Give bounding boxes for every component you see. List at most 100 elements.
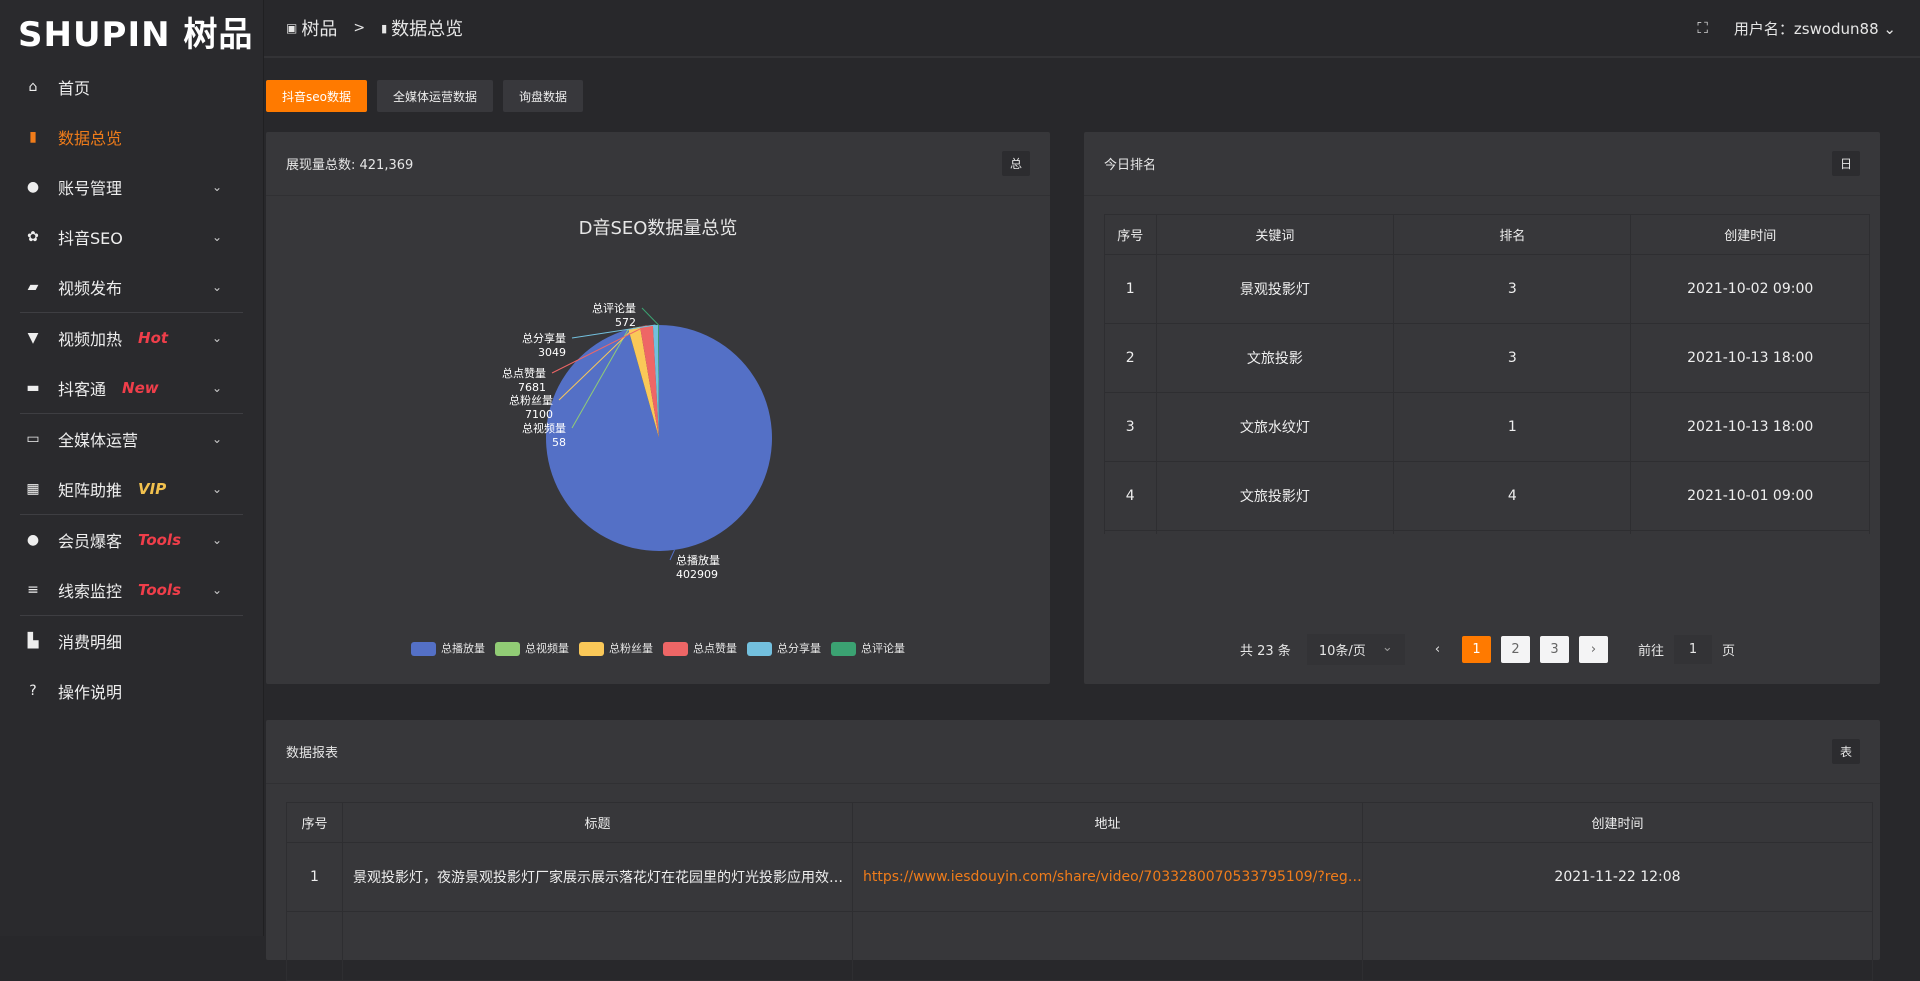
legend-item[interactable]: 总视频量 (495, 640, 569, 656)
sidebar-item-label: 数据总览 (58, 129, 123, 148)
column-header[interactable]: 序号 (1104, 214, 1157, 255)
divider (20, 413, 243, 414)
pie-slice-2[interactable] (628, 326, 659, 438)
slice-label: 总粉丝量 (509, 393, 553, 407)
column-header[interactable]: 序号 (286, 802, 343, 843)
breadcrumb-home[interactable]: 树品 (301, 19, 338, 40)
total-tag[interactable]: 总 (1001, 151, 1030, 176)
table-cell: 文旅投影 (1155, 323, 1395, 393)
sidebar-item-label: 账号管理 (58, 179, 123, 198)
table-header: 序号 关键词 排名 创建时间 (1104, 214, 1870, 255)
legend-item[interactable]: 总点赞量 (663, 640, 737, 656)
help-icon: ? (29, 683, 37, 699)
sliders-icon: ≡ (27, 582, 39, 598)
table-row: 1 景观投影灯，夜游景观投影灯厂家展示展示落花灯在花园里的灯光投影应用效果 # ht… (286, 842, 1873, 912)
tab-2[interactable]: 询盘数据 (503, 80, 584, 112)
chevron-down-icon: ⌄ (1878, 19, 1896, 38)
home-icon: ⌂ (28, 79, 38, 95)
page-size-select[interactable]: 10条/页 ⌄ (1306, 634, 1405, 665)
table-cell: 2 (1104, 323, 1157, 393)
page-button[interactable]: 1 (1462, 636, 1492, 663)
gear-icon: ✿ (27, 229, 39, 245)
sidebar-badge: Tools (138, 531, 181, 549)
sidebar-item-12[interactable]: ? 操作说明 (0, 666, 263, 716)
sidebar-item-5[interactable]: ▼ 视频加热 Hot ⌄ (0, 313, 263, 363)
legend-item[interactable]: 总播放量 (411, 640, 485, 656)
pie-slice-3[interactable] (640, 325, 659, 438)
sidebar-item-4[interactable]: ▰ 视频发布 ⌄ (0, 262, 263, 312)
column-header[interactable]: 创建时间 (1630, 214, 1870, 255)
fullscreen-icon[interactable]: ⛶ (1697, 19, 1708, 37)
sidebar-item-label: 抖音SEO (58, 229, 123, 248)
sidebar-item-label: 视频发布 (58, 279, 123, 298)
chevron-down-icon: ⌄ (1381, 640, 1393, 655)
sidebar-item-10[interactable]: ≡ 线索监控 Tools ⌄ (0, 565, 263, 615)
table-cell: 3 (1393, 254, 1632, 324)
table-cell: 1 (286, 842, 343, 912)
column-header[interactable]: 关键词 (1155, 214, 1395, 255)
slice-label: 总播放量 (676, 553, 720, 567)
page-button[interactable]: 3 (1540, 636, 1570, 663)
sidebar-badge: Tools (138, 581, 181, 599)
card-title: 数据报表 (286, 746, 339, 761)
pie-card: 展现量总数: 421,369 总 D音SEO数据量总览 总播放量 402909 总视频… (266, 132, 1050, 684)
sidebar-item-6[interactable]: ▬ 抖客通 New ⌄ (0, 363, 263, 413)
table-row: 1 景观投影灯 3 2021-10-02 09:00 (1104, 254, 1870, 324)
table-tag[interactable]: 表 (1831, 739, 1860, 764)
logo[interactable]: SHUPIN 树品 (18, 14, 254, 55)
sidebar-item-1[interactable]: ▮ 数据总览 (0, 112, 263, 162)
rank-table-wrap: 序号 关键词 排名 创建时间 1 景观投影灯 3 2021-10-02 09:00 2 文旅投影 3… (1104, 214, 1870, 534)
sidebar-item-11[interactable]: ▙ 消费明细 (0, 616, 263, 666)
slice-label: 3049 (538, 346, 566, 359)
page-button[interactable]: 2 (1501, 636, 1531, 663)
legend-item[interactable]: 总粉丝量 (579, 640, 653, 656)
slice-label: 总点赞量 (502, 366, 546, 380)
sidebar-item-2[interactable]: ● 账号管理 ⌄ (0, 162, 263, 212)
label-line (571, 324, 656, 339)
divider (20, 312, 243, 313)
report-table-wrap: 序号 标题 地址 创建时间 1 景观投影灯，夜游景观投影灯厂家展示展示落花灯在花园里的灯光… (286, 802, 1873, 981)
legend-swatch (495, 642, 520, 656)
column-header[interactable]: 排名 (1393, 214, 1632, 255)
label-line (558, 327, 635, 401)
tab-0[interactable]: 抖音seo数据 (266, 80, 367, 112)
legend-item[interactable]: 总评论量 (831, 640, 905, 656)
pie-slice-1[interactable] (628, 329, 659, 438)
table-cell: 2021-11-22 12:08 (1362, 842, 1873, 912)
slice-label: 总评论量 (592, 301, 636, 315)
video-link[interactable]: https://www.iesdouyin.com/share/video/70… (852, 842, 1363, 912)
legend-item[interactable]: 总分享量 (747, 640, 821, 656)
column-header[interactable]: 创建时间 (1362, 802, 1873, 843)
slice-label: 7681 (518, 381, 546, 394)
user-menu[interactable]: 用户名：zswodun88 ⌄ (1733, 19, 1896, 38)
sidebar-item-3[interactable]: ✿ 抖音SEO ⌄ (0, 212, 263, 262)
flag-icon: ▼ (27, 330, 39, 346)
sidebar-item-7[interactable]: ▭ 全媒体运营 ⌄ (0, 414, 263, 464)
header: ▣ 树品 > ▮ 数据总览 ⛶ 用户名：zswodun88 ⌄ (264, 0, 1920, 58)
sidebar-item-8[interactable]: ▦ 矩阵助推 VIP ⌄ (0, 464, 263, 514)
table-cell: 景观投影灯 (1155, 254, 1395, 324)
sidebar-item-9[interactable]: ● 会员爆客 Tools ⌄ (0, 515, 263, 565)
sidebar-item-label: 消费明细 (58, 633, 123, 652)
goto-suffix: 页 (1722, 644, 1736, 659)
label-line (571, 328, 629, 429)
pie-slice-4[interactable] (652, 325, 659, 438)
sidebar-item-label: 视频加热 (58, 330, 123, 349)
table-cell: 文旅投影灯 (1155, 461, 1395, 531)
prev-page-button[interactable]: ‹ (1434, 642, 1441, 657)
table-cell: 4 (1104, 461, 1157, 531)
goto-input[interactable]: 1 (1674, 635, 1713, 664)
sidebar-item-0[interactable]: ⌂ 首页 (0, 62, 263, 112)
next-page-button[interactable]: › (1579, 636, 1609, 663)
day-tag[interactable]: 日 (1831, 151, 1860, 176)
sidebar-badge: Hot (138, 329, 169, 347)
sidebar-item-label: 线索监控 (58, 582, 123, 601)
legend-swatch (579, 642, 604, 656)
divider (20, 514, 243, 515)
column-header[interactable]: 标题 (342, 802, 853, 843)
chevron-down-icon: ⌄ (212, 583, 223, 597)
tab-1[interactable]: 全媒体运营数据 (376, 80, 493, 112)
wallet-icon: ▙ (27, 633, 39, 649)
column-header[interactable]: 地址 (852, 802, 1363, 843)
member-icon: ● (26, 532, 40, 548)
